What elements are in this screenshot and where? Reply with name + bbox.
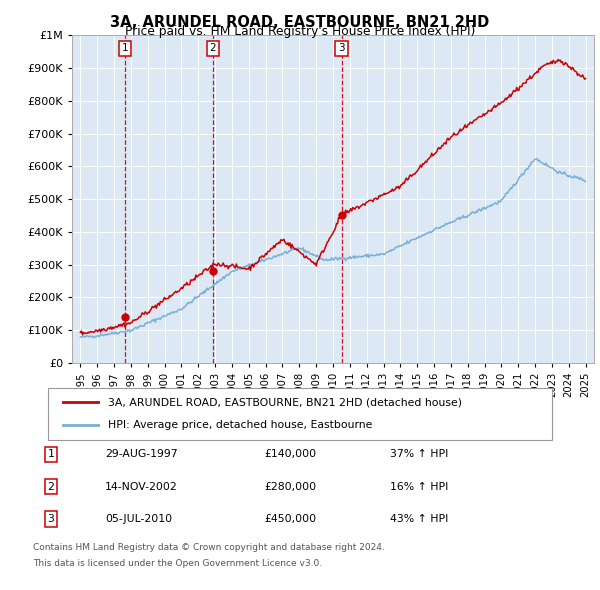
Text: 1: 1 xyxy=(122,44,128,54)
Text: £140,000: £140,000 xyxy=(264,450,316,459)
Text: 3: 3 xyxy=(338,44,345,54)
FancyBboxPatch shape xyxy=(48,388,552,440)
Text: 43% ↑ HPI: 43% ↑ HPI xyxy=(390,514,448,524)
Text: 2: 2 xyxy=(209,44,216,54)
Text: 3A, ARUNDEL ROAD, EASTBOURNE, BN21 2HD: 3A, ARUNDEL ROAD, EASTBOURNE, BN21 2HD xyxy=(110,15,490,30)
Text: 3: 3 xyxy=(47,514,55,524)
Text: This data is licensed under the Open Government Licence v3.0.: This data is licensed under the Open Gov… xyxy=(33,559,322,568)
Text: 14-NOV-2002: 14-NOV-2002 xyxy=(105,482,178,491)
Text: 2: 2 xyxy=(47,482,55,491)
Text: £280,000: £280,000 xyxy=(264,482,316,491)
Text: 16% ↑ HPI: 16% ↑ HPI xyxy=(390,482,448,491)
Text: 29-AUG-1997: 29-AUG-1997 xyxy=(105,450,178,459)
Text: £450,000: £450,000 xyxy=(264,514,316,524)
Text: HPI: Average price, detached house, Eastbourne: HPI: Average price, detached house, East… xyxy=(109,420,373,430)
Text: Contains HM Land Registry data © Crown copyright and database right 2024.: Contains HM Land Registry data © Crown c… xyxy=(33,543,385,552)
Text: 37% ↑ HPI: 37% ↑ HPI xyxy=(390,450,448,459)
Text: 1: 1 xyxy=(47,450,55,459)
Text: 3A, ARUNDEL ROAD, EASTBOURNE, BN21 2HD (detached house): 3A, ARUNDEL ROAD, EASTBOURNE, BN21 2HD (… xyxy=(109,397,463,407)
Text: Price paid vs. HM Land Registry's House Price Index (HPI): Price paid vs. HM Land Registry's House … xyxy=(125,25,475,38)
Text: 05-JUL-2010: 05-JUL-2010 xyxy=(105,514,172,524)
